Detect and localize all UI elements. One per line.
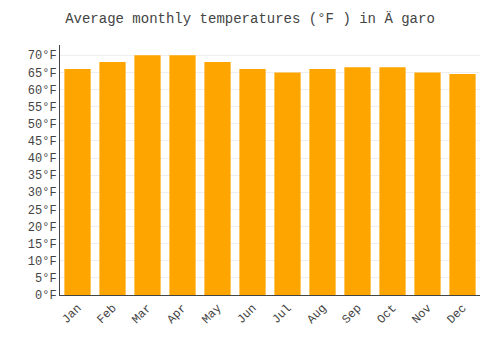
svg-text:40°F: 40°F xyxy=(28,152,57,166)
svg-text:Jun: Jun xyxy=(234,302,259,327)
svg-text:May: May xyxy=(199,302,224,327)
svg-text:20°F: 20°F xyxy=(28,221,57,235)
svg-text:15°F: 15°F xyxy=(28,238,57,252)
svg-text:65°F: 65°F xyxy=(28,67,57,81)
svg-text:0°F: 0°F xyxy=(35,289,57,303)
svg-text:Dec: Dec xyxy=(444,302,469,327)
svg-text:55°F: 55°F xyxy=(28,101,57,115)
svg-text:35°F: 35°F xyxy=(28,169,57,183)
svg-text:25°F: 25°F xyxy=(28,204,57,218)
svg-text:45°F: 45°F xyxy=(28,135,57,149)
svg-text:30°F: 30°F xyxy=(28,186,57,200)
svg-text:Apr: Apr xyxy=(164,302,189,327)
svg-text:Nov: Nov xyxy=(409,302,434,327)
svg-text:50°F: 50°F xyxy=(28,118,57,132)
svg-text:60°F: 60°F xyxy=(28,84,57,98)
svg-text:Mar: Mar xyxy=(129,302,154,327)
svg-text:Oct: Oct xyxy=(374,302,399,327)
svg-text:Average monthly temperatures (: Average monthly temperatures (°F ) in Ä … xyxy=(65,10,435,27)
svg-text:5°F: 5°F xyxy=(35,272,57,286)
svg-text:Feb: Feb xyxy=(94,302,119,327)
svg-text:Jan: Jan xyxy=(59,302,84,327)
svg-text:70°F: 70°F xyxy=(28,49,57,63)
svg-text:Aug: Aug xyxy=(304,302,329,327)
svg-text:Sep: Sep xyxy=(339,302,364,327)
svg-text:Jul: Jul xyxy=(269,302,294,327)
svg-text:10°F: 10°F xyxy=(28,255,57,269)
